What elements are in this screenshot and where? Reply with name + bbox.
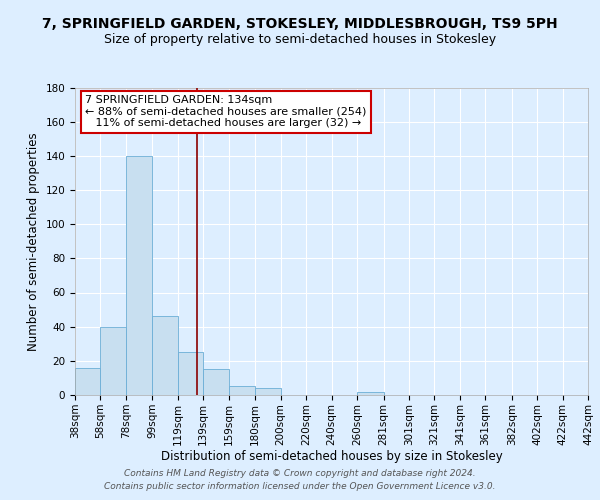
Text: 7 SPRINGFIELD GARDEN: 134sqm
← 88% of semi-detached houses are smaller (254)
   : 7 SPRINGFIELD GARDEN: 134sqm ← 88% of se… (85, 95, 367, 128)
Text: Contains public sector information licensed under the Open Government Licence v3: Contains public sector information licen… (104, 482, 496, 491)
Text: 7, SPRINGFIELD GARDEN, STOKESLEY, MIDDLESBROUGH, TS9 5PH: 7, SPRINGFIELD GARDEN, STOKESLEY, MIDDLE… (42, 18, 558, 32)
Bar (152, 316, 178, 395)
X-axis label: Distribution of semi-detached houses by size in Stokesley: Distribution of semi-detached houses by … (161, 450, 502, 464)
Bar (229, 386, 256, 395)
Bar (256, 388, 281, 395)
Bar (75, 368, 100, 395)
Text: Contains HM Land Registry data © Crown copyright and database right 2024.: Contains HM Land Registry data © Crown c… (124, 468, 476, 477)
Bar (126, 156, 152, 395)
Bar (203, 370, 229, 395)
Y-axis label: Number of semi-detached properties: Number of semi-detached properties (27, 132, 40, 350)
Bar (357, 392, 383, 395)
Bar (178, 352, 203, 395)
Text: Size of property relative to semi-detached houses in Stokesley: Size of property relative to semi-detach… (104, 32, 496, 46)
Bar (100, 326, 126, 395)
